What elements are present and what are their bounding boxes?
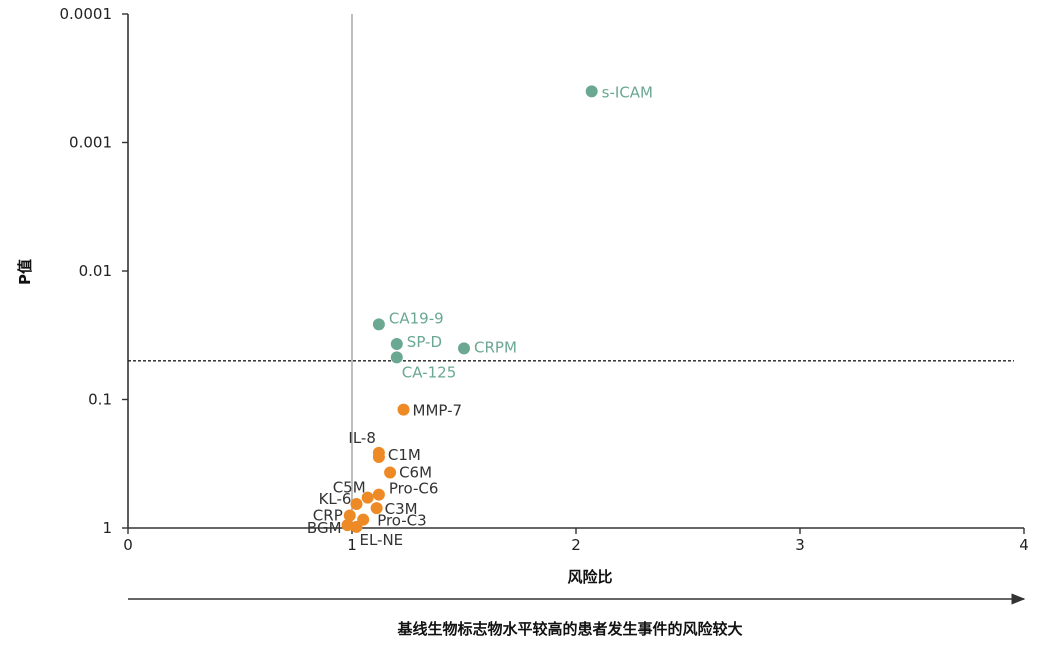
- y-tick-label: 0.01: [79, 262, 112, 280]
- point-pro-c6: [372, 488, 385, 501]
- label-c6m: C6M: [399, 464, 432, 482]
- point-sp-d: [390, 338, 403, 351]
- point-crpm: [458, 342, 470, 355]
- point-c1m: [372, 450, 385, 463]
- data-points: [341, 85, 598, 533]
- label-sp-d: SP-D: [407, 333, 442, 351]
- point-c6m: [384, 466, 397, 479]
- y-tick-label: 0.0001: [60, 5, 113, 23]
- point-ca-125: [390, 351, 403, 364]
- point-bgm: [341, 519, 354, 532]
- label-el-ne: EL-NE: [359, 531, 403, 549]
- label-c1m: C1M: [388, 446, 421, 464]
- point-el-ne: [350, 520, 363, 533]
- x-tick-label: 3: [795, 536, 805, 554]
- label-il-8: IL-8: [348, 429, 375, 447]
- point-crp: [343, 509, 356, 522]
- axes: [127, 14, 1024, 529]
- point-s-icam: [585, 85, 598, 98]
- point-ca19-9: [372, 318, 385, 331]
- x-tick-label: 0: [123, 536, 133, 554]
- label-kl-6: KL-6: [319, 490, 352, 508]
- label-crp: CRP: [313, 507, 343, 525]
- x-tick-label: 2: [571, 536, 581, 554]
- y-tick-label: 0.1: [88, 391, 112, 409]
- label-pro-c3: Pro-C3: [377, 512, 427, 530]
- label-mmp-7: MMP-7: [413, 402, 463, 420]
- point-mmp-7: [397, 403, 410, 416]
- label-c3m: C3M: [385, 500, 418, 518]
- reference-lines: [128, 14, 1014, 528]
- label-s-icam: s-ICAM: [602, 83, 653, 101]
- point-labels: s-ICAM CA19-9 SP-D CRPM CA-125 MMP-7 IL-8 C1MC6…: [307, 83, 653, 549]
- x-tick-label: 4: [1019, 536, 1029, 554]
- label-ca19-9: CA19-9: [389, 309, 444, 327]
- y-axis-title: P值: [16, 259, 34, 285]
- point-kl-6: [350, 497, 363, 510]
- label-pro-c6: Pro-C6: [389, 480, 439, 498]
- x-tick-label: 1: [347, 536, 357, 554]
- y-tick-label: 1: [102, 519, 112, 537]
- direction-caption: 基线生物标志物水平较高的患者发生事件的风险较大: [396, 620, 742, 638]
- point-c5m: [361, 491, 374, 504]
- label-bgm: BGM: [307, 519, 342, 537]
- label-crpm: CRPM: [474, 338, 517, 356]
- label-ca-125: CA-125: [402, 363, 456, 381]
- label-c5m: C5M: [333, 479, 366, 497]
- y-tick-label: 0.001: [69, 134, 112, 152]
- x-axis-title: 风险比: [567, 568, 612, 586]
- point-c3m: [370, 502, 383, 515]
